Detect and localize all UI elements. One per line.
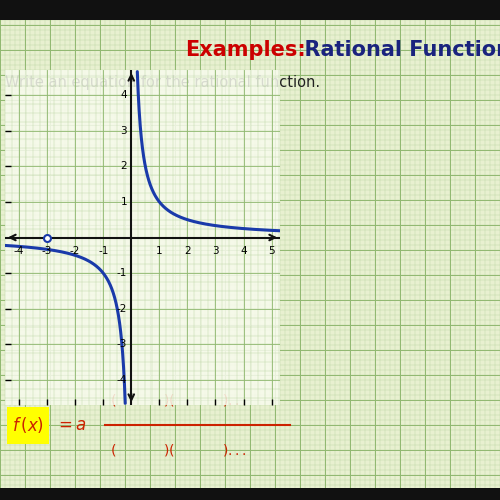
FancyBboxPatch shape (0, 488, 500, 500)
Text: -2: -2 (116, 304, 127, 314)
Text: 4: 4 (120, 90, 127, 100)
Text: Rational Functions: Rational Functions (290, 40, 500, 60)
FancyBboxPatch shape (0, 0, 500, 20)
Text: -3: -3 (42, 246, 52, 256)
FancyBboxPatch shape (6, 406, 48, 444)
Text: -2: -2 (70, 246, 80, 256)
Text: $f\,(x)$: $f\,(x)$ (12, 415, 44, 435)
Text: 3: 3 (120, 126, 127, 136)
Text: 2: 2 (184, 246, 190, 256)
Text: 3: 3 (212, 246, 219, 256)
Text: 2: 2 (120, 161, 127, 171)
Text: -4: -4 (14, 246, 24, 256)
Text: -4: -4 (116, 375, 127, 385)
Text: 1: 1 (156, 246, 162, 256)
Text: 1: 1 (120, 197, 127, 207)
Text: $(\quad\qquad\;\;)(\quad\qquad\;\;)...$: $(\quad\qquad\;\;)(\quad\qquad\;\;)...$ (110, 392, 247, 408)
Text: -1: -1 (116, 268, 127, 278)
Text: $(\quad\qquad\;\;)(\quad\qquad\;\;)...$: $(\quad\qquad\;\;)(\quad\qquad\;\;)...$ (110, 442, 247, 458)
Text: Write an equation for the rational function.: Write an equation for the rational funct… (5, 75, 320, 90)
Text: Examples:: Examples: (185, 40, 306, 60)
Text: 4: 4 (240, 246, 247, 256)
Text: $= a$: $= a$ (55, 416, 86, 434)
Text: 5: 5 (268, 246, 275, 256)
Text: -1: -1 (98, 246, 108, 256)
Text: -3: -3 (116, 340, 127, 349)
